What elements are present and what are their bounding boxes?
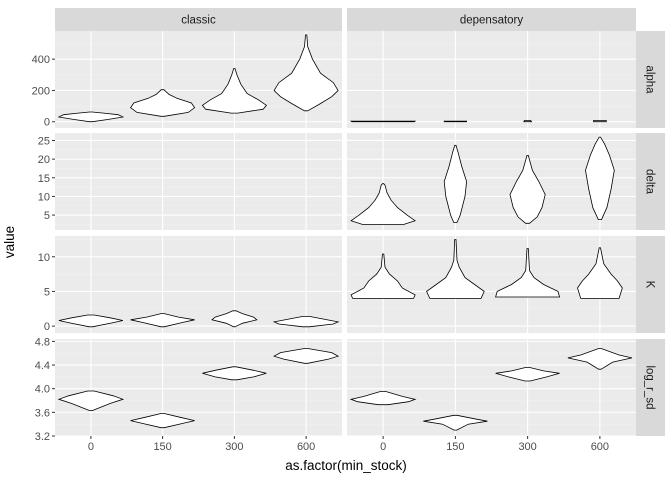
panel-depensatory-K (347, 236, 636, 333)
x-tick-label-depensatory-300: 300 (518, 441, 536, 453)
panel-depensatory-log_r_sd (347, 339, 636, 437)
violin-depensatory-log_r_sd-600 (567, 348, 632, 370)
violin-classic-log_r_sd-150 (130, 413, 195, 429)
violin-classic-alpha-300 (201, 68, 267, 114)
violin-classic-alpha-600 (273, 34, 339, 112)
panel-depensatory-delta (347, 133, 636, 230)
strip-label-depensatory: depensatory (460, 15, 524, 27)
violin-classic-K-600 (272, 316, 340, 328)
violin-depensatory-alpha-600 (593, 120, 607, 123)
violin-depensatory-alpha-300 (523, 120, 533, 123)
y-tick-label-delta: 5 (44, 210, 50, 222)
y-tick-label-log_r_sd: 3.2 (35, 431, 50, 443)
x-tick-label-classic-0: 0 (88, 441, 94, 453)
y-axis-title: value (2, 226, 17, 258)
panel-background (347, 31, 636, 128)
violin-classic-K-0 (58, 314, 123, 328)
strip-classic (55, 8, 342, 31)
strip-label-delta: delta (644, 169, 656, 195)
panel-background (55, 133, 342, 230)
x-axis-title: as.factor(min_stock) (285, 458, 407, 473)
panel-classic-delta (55, 133, 342, 230)
panel-classic-alpha (55, 31, 342, 128)
y-tick-label-log_r_sd: 4.0 (35, 384, 50, 396)
strip-alpha (636, 31, 665, 128)
violin-classic-log_r_sd-300 (202, 366, 267, 381)
y-tick-label-log_r_sd: 3.6 (35, 407, 50, 419)
y-tick-label-delta: 10 (38, 191, 50, 203)
y-tick-label-alpha: 0 (44, 117, 50, 129)
violin-depensatory-delta-150 (443, 144, 468, 223)
y-tick-label-delta: 20 (38, 154, 50, 166)
y-tick-label-delta: 15 (38, 173, 50, 185)
violin-depensatory-delta-300 (509, 155, 546, 224)
strip-label-alpha: alpha (644, 65, 656, 94)
y-tick-label-log_r_sd: 4.4 (35, 360, 50, 372)
violin-depensatory-alpha-150 (443, 120, 467, 123)
violin-depensatory-log_r_sd-0 (349, 391, 417, 406)
violin-depensatory-log_r_sd-300 (495, 367, 560, 382)
panel-depensatory-alpha (347, 31, 636, 128)
violin-depensatory-K-150 (426, 239, 485, 299)
violin-depensatory-alpha-0 (350, 120, 417, 123)
violin-depensatory-delta-0 (350, 183, 416, 225)
x-tick-label-depensatory-0: 0 (380, 441, 386, 453)
strip-log_r_sd (636, 339, 665, 436)
strip-delta (636, 133, 665, 230)
x-tick-label-depensatory-150: 150 (446, 441, 464, 453)
y-tick-label-alpha: 200 (32, 85, 50, 97)
strip-label-K: K (644, 281, 656, 289)
y-tick-label-delta: 25 (38, 135, 50, 147)
x-tick-label-classic-300: 300 (225, 441, 243, 453)
y-tick-label-K: 0 (44, 321, 50, 333)
violin-classic-alpha-0 (57, 111, 125, 123)
panel-classic-log_r_sd (55, 339, 342, 437)
y-tick-label-K: 10 (38, 252, 50, 264)
y-tick-label-alpha: 400 (32, 54, 50, 66)
strip-label-classic: classic (181, 15, 216, 27)
y-tick-label-K: 5 (44, 286, 50, 298)
violin-classic-alpha-150 (130, 89, 196, 117)
violin-depensatory-delta-600 (585, 136, 615, 220)
y-tick-label-log_r_sd: 4.8 (35, 336, 50, 348)
violin-depensatory-K-0 (350, 253, 416, 299)
violin-depensatory-K-600 (577, 247, 623, 299)
x-tick-label-depensatory-600: 600 (591, 441, 609, 453)
strip-depensatory (347, 8, 636, 31)
violin-classic-log_r_sd-0 (57, 390, 125, 411)
x-tick-label-classic-150: 150 (153, 441, 171, 453)
facet-panels (55, 31, 636, 437)
violin-classic-K-300 (211, 310, 258, 328)
strip-K (636, 236, 665, 333)
violin-classic-K-150 (130, 313, 195, 328)
x-tick-label-classic-600: 600 (297, 441, 315, 453)
strip-label-log_r_sd: log_r_sd (644, 365, 656, 409)
panel-classic-K (55, 236, 342, 333)
axis-ticks: 0 200 400 5 10 15 20 25 0 5 10 3.2 3.6 4.0 4.4 4.8 0 150 3… (32, 54, 609, 453)
violin-depensatory-K-300 (495, 248, 561, 298)
violin-depensatory-log_r_sd-150 (423, 414, 488, 431)
violin-classic-log_r_sd-600 (273, 348, 340, 364)
